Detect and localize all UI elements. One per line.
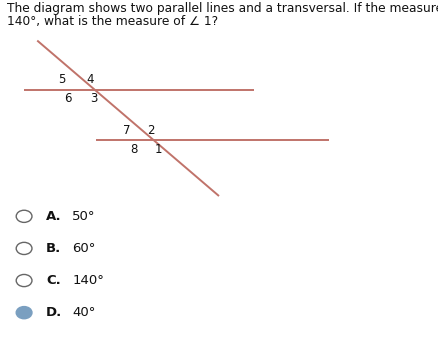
Circle shape [16, 274, 32, 287]
Text: 6: 6 [64, 92, 72, 104]
Text: 60°: 60° [72, 242, 95, 255]
Circle shape [16, 307, 32, 319]
Text: 140°, what is the measure of ∠ 1?: 140°, what is the measure of ∠ 1? [7, 15, 218, 28]
Text: 3: 3 [91, 92, 98, 104]
Text: 4: 4 [86, 73, 94, 86]
Text: 1: 1 [155, 143, 162, 156]
Text: C.: C. [46, 274, 61, 287]
Text: 7: 7 [123, 124, 131, 137]
Circle shape [16, 210, 32, 222]
Text: D.: D. [46, 306, 62, 319]
Text: The diagram shows two parallel lines and a transversal. If the measure of ∠ 6 is: The diagram shows two parallel lines and… [7, 2, 438, 15]
Text: 8: 8 [130, 143, 137, 156]
Text: B.: B. [46, 242, 61, 255]
Circle shape [16, 242, 32, 255]
Text: 140°: 140° [72, 274, 104, 287]
Text: 50°: 50° [72, 210, 96, 223]
Text: 2: 2 [147, 124, 155, 137]
Text: 40°: 40° [72, 306, 95, 319]
Text: 5: 5 [58, 73, 65, 86]
Text: A.: A. [46, 210, 62, 223]
